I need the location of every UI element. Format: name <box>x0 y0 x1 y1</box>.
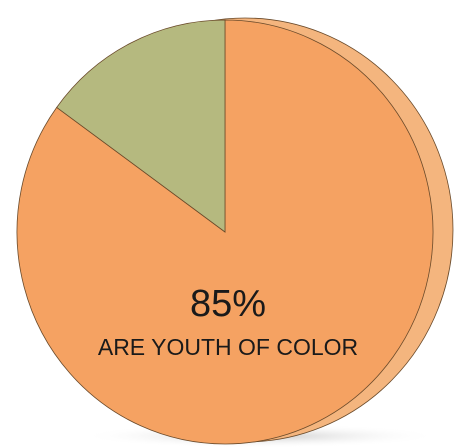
pie-slices <box>16 17 454 445</box>
pie-annotation-label: ARE YOUTH OF COLOR <box>98 334 358 360</box>
pie-slice-other <box>56 19 226 233</box>
pie-value-label: 85% <box>190 283 266 325</box>
pie-slice-youth-of-color <box>16 19 434 445</box>
